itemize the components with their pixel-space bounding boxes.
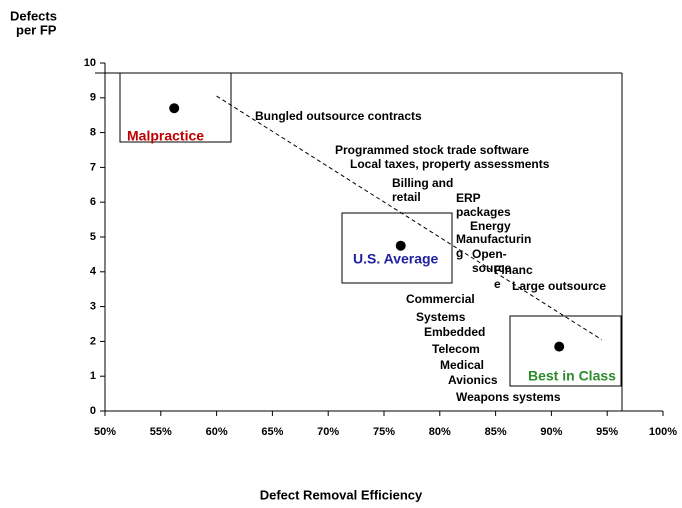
annotation: Telecom xyxy=(432,342,480,356)
annotation: Weapons systems xyxy=(456,390,561,404)
x-tick-label: 65% xyxy=(261,426,283,438)
annotation: Programmed stock trade software xyxy=(335,143,529,157)
y-tick-label: 9 xyxy=(90,92,96,104)
annotation: Commercial xyxy=(406,292,475,306)
annotation: Billing and xyxy=(392,176,453,190)
y-axis-title: per FP xyxy=(16,22,57,37)
x-tick-label: 75% xyxy=(373,426,395,438)
annotation: Systems xyxy=(416,310,466,324)
annotation: Open- xyxy=(472,247,507,261)
annotation: packages xyxy=(456,205,511,219)
annotation: Local taxes, property assessments xyxy=(350,157,550,171)
x-tick-label: 100% xyxy=(649,426,677,438)
point xyxy=(169,103,180,114)
y-tick-label: 0 xyxy=(90,405,96,417)
y-tick-label: 6 xyxy=(90,196,96,208)
annotation: retail xyxy=(392,190,421,204)
point-label: U.S. Average xyxy=(353,251,439,267)
annotation: Medical xyxy=(440,358,484,372)
x-tick-label: 95% xyxy=(596,426,618,438)
y-tick-label: 8 xyxy=(90,127,96,139)
point-label: Best in Class xyxy=(528,368,616,384)
x-tick-label: 50% xyxy=(94,426,116,438)
region-box xyxy=(509,315,622,387)
annotation: g xyxy=(456,246,463,260)
y-axis-title: Defects xyxy=(10,8,57,23)
point xyxy=(554,341,565,352)
annotation: Large outsource xyxy=(512,279,606,293)
x-tick-label: 80% xyxy=(429,426,451,438)
annotation: Bungled outsource contracts xyxy=(255,109,422,123)
y-tick-label: 1 xyxy=(90,370,96,382)
point xyxy=(395,240,406,251)
annotation: Embedded xyxy=(424,325,485,339)
annotation: Energy xyxy=(470,219,511,233)
x-tick-label: 55% xyxy=(150,426,172,438)
x-tick-label: 90% xyxy=(540,426,562,438)
trend-line xyxy=(216,95,602,341)
y-tick-label: 2 xyxy=(90,335,96,347)
region-box xyxy=(341,212,453,284)
annotation: e xyxy=(494,277,501,291)
region-box xyxy=(119,72,232,143)
annotation: Avionics xyxy=(448,373,498,387)
point-label: Malpractice xyxy=(127,128,204,144)
annotation: source xyxy=(472,261,512,275)
x-tick-label: 85% xyxy=(485,426,507,438)
x-axis-title: Defect Removal Efficiency xyxy=(260,487,423,502)
annotation: ERP xyxy=(456,191,481,205)
x-tick-label: 70% xyxy=(317,426,339,438)
y-tick-label: 5 xyxy=(90,231,96,243)
annotation: Manufacturin xyxy=(456,232,531,246)
x-tick-label: 60% xyxy=(206,426,228,438)
y-tick-label: 7 xyxy=(90,161,96,173)
y-tick-label: 10 xyxy=(84,57,96,69)
y-tick-label: 3 xyxy=(90,301,96,313)
annotation: Financ xyxy=(494,263,533,277)
y-tick-label: 4 xyxy=(90,266,97,278)
